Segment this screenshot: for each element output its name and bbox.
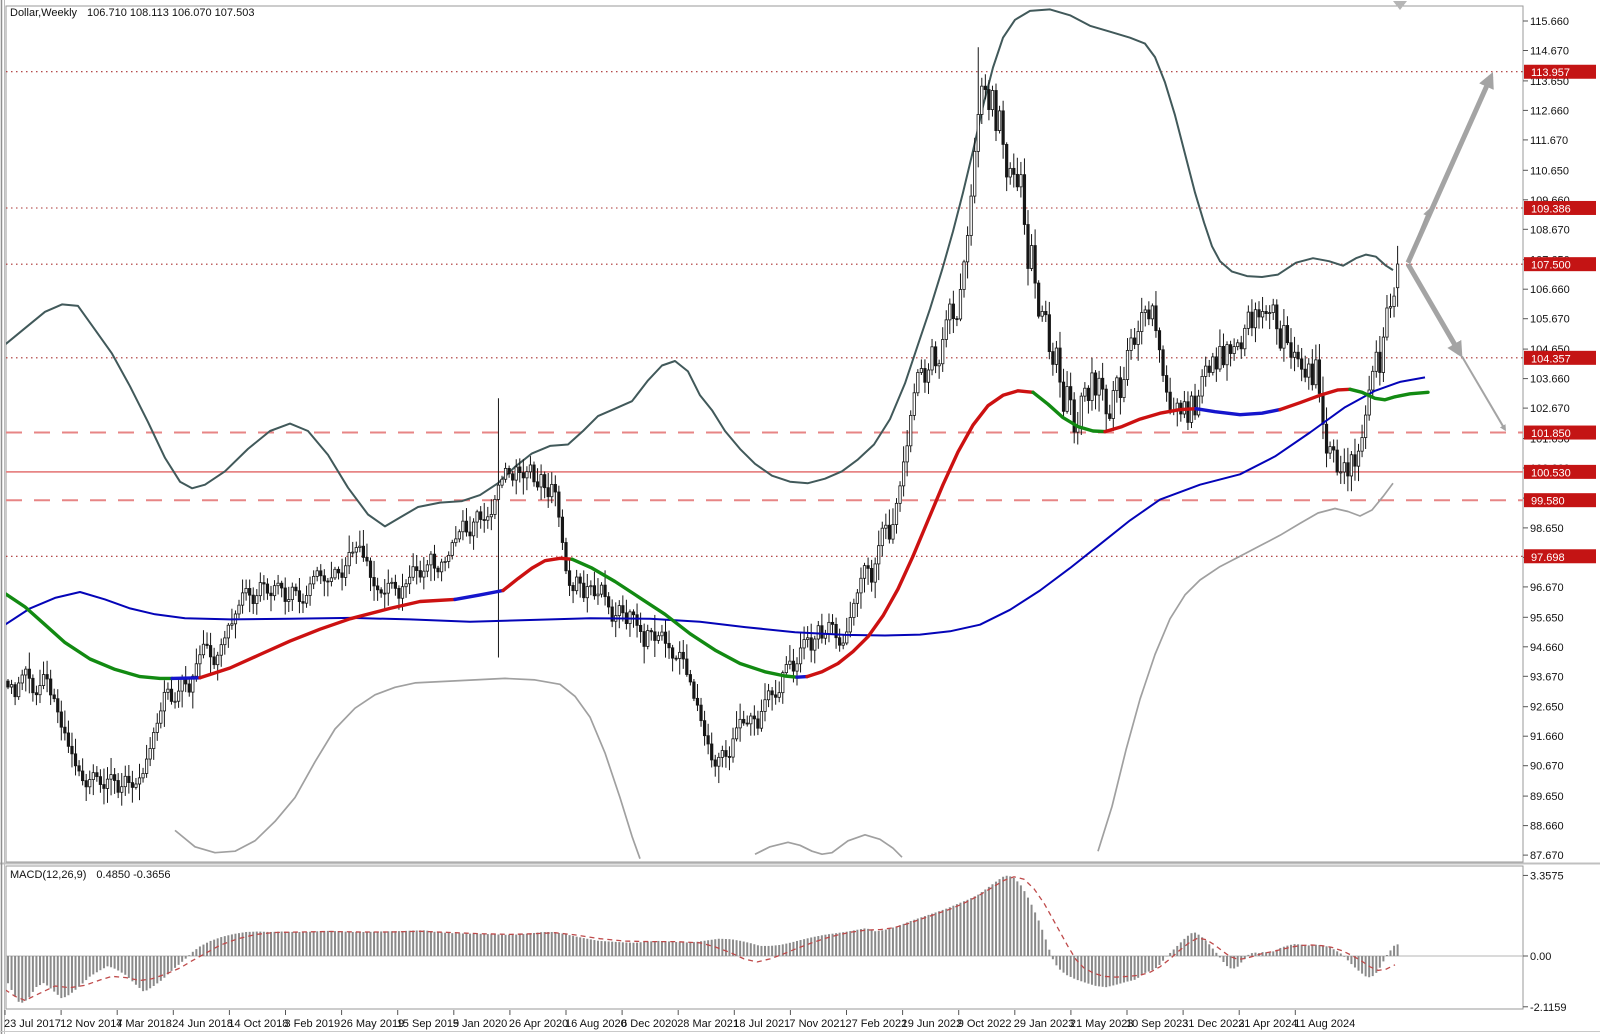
svg-text:10 Sep 2023: 10 Sep 2023 bbox=[1126, 1018, 1188, 1030]
svg-text:92.650: 92.650 bbox=[1530, 702, 1564, 714]
svg-text:106.660: 106.660 bbox=[1530, 284, 1570, 296]
forecast-arrows[interactable] bbox=[1393, 1, 1506, 432]
svg-text:102.670: 102.670 bbox=[1530, 403, 1570, 415]
svg-text:90.670: 90.670 bbox=[1530, 761, 1564, 773]
svg-text:6 Dec 2020: 6 Dec 2020 bbox=[621, 1018, 677, 1030]
svg-text:109.386: 109.386 bbox=[1531, 203, 1571, 215]
symbol-period-label: Dollar,Weekly bbox=[10, 7, 78, 19]
candlesticks bbox=[6, 47, 1400, 806]
svg-text:98.650: 98.650 bbox=[1530, 523, 1564, 535]
macd-name: MACD(12,26,9) bbox=[10, 869, 87, 881]
ohlc-readout: 106.710 108.113 106.070 107.503 bbox=[87, 7, 255, 19]
svg-text:14 Oct 2018: 14 Oct 2018 bbox=[228, 1018, 288, 1030]
svg-text:0.00: 0.00 bbox=[1530, 951, 1551, 963]
svg-text:107.500: 107.500 bbox=[1531, 260, 1571, 272]
svg-text:108.670: 108.670 bbox=[1530, 224, 1570, 236]
svg-text:24 Jun 2018: 24 Jun 2018 bbox=[172, 1018, 233, 1030]
svg-text:95.650: 95.650 bbox=[1530, 612, 1564, 624]
svg-text:112.660: 112.660 bbox=[1530, 105, 1569, 117]
svg-text:99.580: 99.580 bbox=[1531, 496, 1565, 508]
svg-text:89.650: 89.650 bbox=[1530, 791, 1564, 803]
svg-text:21 Apr 2024: 21 Apr 2024 bbox=[1238, 1018, 1297, 1030]
svg-text:26 May 2019: 26 May 2019 bbox=[341, 1018, 405, 1030]
svg-text:110.650: 110.650 bbox=[1530, 165, 1569, 177]
svg-text:104.357: 104.357 bbox=[1531, 353, 1571, 365]
svg-text:15 Sep 2019: 15 Sep 2019 bbox=[397, 1018, 459, 1030]
macd-values: 0.4850 -0.3656 bbox=[96, 869, 171, 881]
svg-text:23 Jul 2017: 23 Jul 2017 bbox=[4, 1018, 61, 1030]
svg-text:-2.1159: -2.1159 bbox=[1530, 1002, 1567, 1014]
horizontal-level-lines[interactable] bbox=[6, 71, 1523, 557]
svg-text:3 Feb 2019: 3 Feb 2019 bbox=[285, 1018, 341, 1030]
svg-text:9 Oct 2022: 9 Oct 2022 bbox=[958, 1018, 1012, 1030]
svg-text:16 Aug 2020: 16 Aug 2020 bbox=[565, 1018, 627, 1030]
macd-indicator-label: MACD(12,26,9) 0.4850 -0.3656 bbox=[10, 869, 170, 881]
svg-text:100.530: 100.530 bbox=[1531, 467, 1571, 479]
svg-text:103.660: 103.660 bbox=[1530, 374, 1570, 386]
svg-text:18 Jul 2021: 18 Jul 2021 bbox=[733, 1018, 790, 1030]
svg-text:105.670: 105.670 bbox=[1530, 314, 1570, 326]
svg-text:28 Mar 2021: 28 Mar 2021 bbox=[677, 1018, 739, 1030]
svg-text:21 May 2023: 21 May 2023 bbox=[1070, 1018, 1134, 1030]
svg-text:7 Nov 2021: 7 Nov 2021 bbox=[789, 1018, 845, 1030]
svg-text:96.670: 96.670 bbox=[1530, 582, 1564, 594]
svg-text:113.650: 113.650 bbox=[1530, 76, 1569, 88]
macd-indicator-pane[interactable] bbox=[5, 875, 1523, 1003]
svg-text:19 Jun 2022: 19 Jun 2022 bbox=[902, 1018, 963, 1030]
svg-text:114.670: 114.670 bbox=[1530, 46, 1569, 58]
svg-text:3.3575: 3.3575 bbox=[1530, 870, 1564, 882]
svg-text:93.670: 93.670 bbox=[1530, 671, 1564, 683]
svg-text:113.957: 113.957 bbox=[1531, 67, 1570, 79]
svg-text:94.660: 94.660 bbox=[1530, 642, 1564, 654]
moving-average-lines bbox=[6, 376, 1430, 681]
svg-text:11 Aug 2024: 11 Aug 2024 bbox=[1294, 1018, 1355, 1030]
svg-text:29 Jan 2023: 29 Jan 2023 bbox=[1014, 1018, 1075, 1030]
svg-text:101.850: 101.850 bbox=[1531, 428, 1571, 440]
svg-text:88.660: 88.660 bbox=[1530, 821, 1564, 833]
band-lines bbox=[6, 8, 1394, 859]
svg-text:91.660: 91.660 bbox=[1530, 731, 1564, 743]
svg-text:87.670: 87.670 bbox=[1530, 850, 1564, 862]
svg-text:97.698: 97.698 bbox=[1531, 552, 1565, 564]
svg-text:27 Feb 2022: 27 Feb 2022 bbox=[846, 1018, 908, 1030]
chart-title: Dollar,Weekly 106.710 108.113 106.070 107… bbox=[10, 7, 254, 19]
svg-text:31 Dec 2023: 31 Dec 2023 bbox=[1182, 1018, 1244, 1030]
price-level-tags: 113.957 109.386 107.500 104.357 101.850 100.5… bbox=[1524, 64, 1596, 564]
svg-text:115.660: 115.660 bbox=[1530, 16, 1569, 28]
svg-text:4 Mar 2018: 4 Mar 2018 bbox=[116, 1018, 172, 1030]
svg-text:111.670: 111.670 bbox=[1530, 135, 1568, 147]
svg-text:12 Nov 2017: 12 Nov 2017 bbox=[60, 1018, 122, 1030]
svg-text:5 Jan 2020: 5 Jan 2020 bbox=[453, 1018, 507, 1030]
svg-text:26 Apr 2020: 26 Apr 2020 bbox=[509, 1018, 568, 1030]
